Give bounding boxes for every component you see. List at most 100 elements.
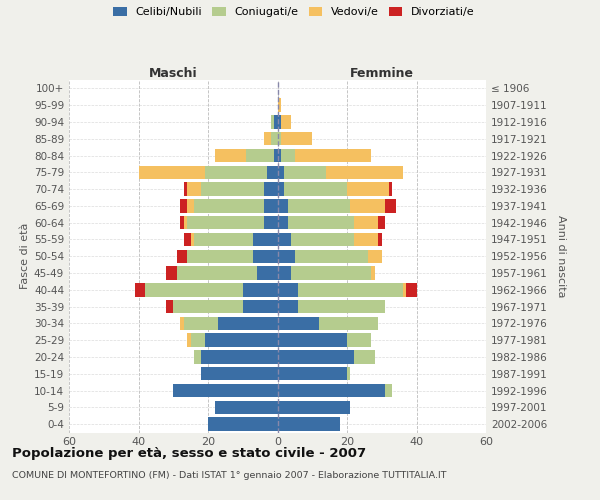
Bar — [263, 199, 277, 212]
Bar — [277, 350, 354, 364]
Bar — [371, 266, 375, 280]
Bar — [277, 316, 319, 330]
Bar — [347, 367, 350, 380]
Bar — [288, 216, 354, 230]
Bar — [208, 418, 277, 431]
Bar — [263, 182, 277, 196]
Bar — [281, 116, 292, 128]
Bar — [385, 384, 392, 397]
Bar — [368, 250, 382, 263]
Bar — [267, 166, 277, 179]
Bar — [274, 116, 277, 128]
Bar — [177, 266, 257, 280]
Bar — [277, 384, 385, 397]
Bar — [298, 283, 403, 296]
Bar — [292, 266, 371, 280]
Bar — [385, 199, 395, 212]
Bar — [403, 283, 406, 296]
Bar — [277, 283, 298, 296]
Bar — [194, 199, 263, 212]
Bar — [277, 98, 281, 112]
Bar — [274, 149, 277, 162]
Bar — [277, 199, 288, 212]
Bar — [187, 334, 191, 347]
Bar — [277, 116, 281, 128]
Bar — [243, 283, 277, 296]
Bar — [277, 149, 281, 162]
Bar — [284, 166, 326, 179]
Bar — [215, 149, 246, 162]
Bar — [288, 199, 350, 212]
Bar — [184, 233, 191, 246]
Bar — [354, 233, 378, 246]
Text: COMUNE DI MONTEFORTINO (FM) - Dati ISTAT 1° gennaio 2007 - Elaborazione TUTTITAL: COMUNE DI MONTEFORTINO (FM) - Dati ISTAT… — [12, 471, 446, 480]
Bar — [378, 233, 382, 246]
Y-axis label: Fasce di età: Fasce di età — [20, 223, 30, 290]
Bar — [295, 250, 368, 263]
Bar — [145, 283, 243, 296]
Bar — [191, 233, 194, 246]
Bar — [180, 316, 184, 330]
Bar — [271, 132, 277, 145]
Bar — [246, 149, 274, 162]
Bar — [187, 216, 263, 230]
Bar — [201, 182, 263, 196]
Bar — [184, 316, 218, 330]
Bar — [298, 300, 385, 314]
Bar — [326, 166, 403, 179]
Bar — [187, 250, 253, 263]
Bar — [347, 334, 371, 347]
Bar — [319, 316, 378, 330]
Bar — [277, 233, 292, 246]
Bar — [277, 367, 347, 380]
Bar — [347, 182, 389, 196]
Bar — [350, 199, 385, 212]
Bar — [277, 250, 295, 263]
Bar — [354, 216, 378, 230]
Legend: Celibi/Nubili, Coniugati/e, Vedovi/e, Divorziati/e: Celibi/Nubili, Coniugati/e, Vedovi/e, Di… — [113, 6, 475, 17]
Y-axis label: Anni di nascita: Anni di nascita — [556, 215, 566, 298]
Bar — [281, 149, 295, 162]
Bar — [166, 300, 173, 314]
Bar — [292, 233, 354, 246]
Bar — [187, 199, 194, 212]
Bar — [277, 400, 350, 414]
Bar — [277, 166, 284, 179]
Bar — [215, 400, 277, 414]
Bar — [277, 216, 288, 230]
Bar — [277, 418, 340, 431]
Bar — [389, 182, 392, 196]
Bar — [263, 216, 277, 230]
Bar — [281, 132, 312, 145]
Bar — [173, 300, 243, 314]
Bar — [201, 367, 277, 380]
Bar — [253, 233, 277, 246]
Bar — [180, 216, 184, 230]
Text: Maschi: Maschi — [149, 67, 197, 80]
Bar — [173, 384, 277, 397]
Bar — [177, 250, 187, 263]
Bar — [205, 166, 267, 179]
Bar — [354, 350, 375, 364]
Bar — [243, 300, 277, 314]
Bar — [218, 316, 277, 330]
Bar — [253, 250, 277, 263]
Bar — [277, 182, 284, 196]
Bar — [277, 132, 281, 145]
Bar — [277, 334, 347, 347]
Bar — [194, 233, 253, 246]
Bar — [257, 266, 277, 280]
Bar — [295, 149, 371, 162]
Bar — [191, 334, 205, 347]
Bar — [180, 199, 187, 212]
Text: Femmine: Femmine — [350, 67, 414, 80]
Text: Popolazione per età, sesso e stato civile - 2007: Popolazione per età, sesso e stato civil… — [12, 448, 366, 460]
Bar — [135, 283, 145, 296]
Bar — [277, 266, 292, 280]
Bar — [166, 266, 177, 280]
Bar — [378, 216, 385, 230]
Bar — [187, 182, 201, 196]
Bar — [184, 216, 187, 230]
Bar — [139, 166, 205, 179]
Bar — [406, 283, 416, 296]
